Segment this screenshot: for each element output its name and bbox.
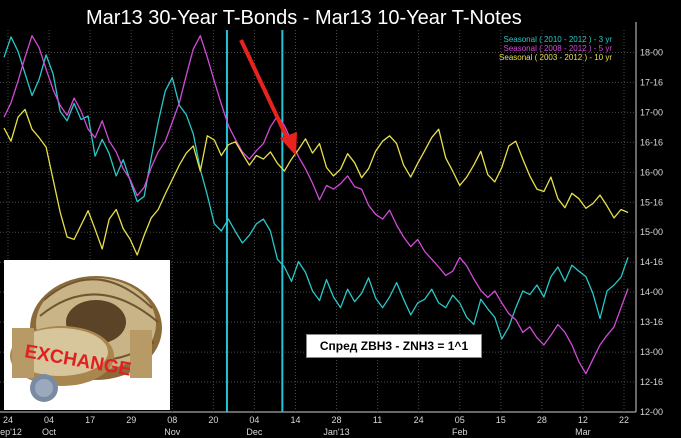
legend-entry-3: Seasonal ( 2003 - 2012 ) - 10 yr (499, 53, 612, 62)
y-tick-label: 12-00 (640, 407, 663, 417)
y-tick-label: 12-16 (640, 377, 663, 387)
arrow-shaft (239, 39, 291, 143)
y-tick-label: 17-16 (640, 77, 663, 87)
y-tick-label: 16-16 (640, 137, 663, 147)
arrow-head (280, 132, 297, 156)
series-lines (3, 35, 629, 375)
x-tick-day-label: 15 (496, 415, 506, 425)
legend-entry-1: Seasonal ( 2010 - 2012 ) - 3 yr (503, 35, 612, 44)
annotation-arrow (239, 39, 297, 156)
x-tick-day-label: 22 (619, 415, 629, 425)
x-tick-day-label: 24 (414, 415, 424, 425)
y-tick-label: 13-00 (640, 347, 663, 357)
x-axis-ticks: 24 Sep'12 04 Oct 17 29 08 Nov 20 04 Dec 14 28 Jan'13 1… (0, 415, 629, 437)
y-tick-label: 18-00 (640, 47, 663, 57)
x-tick-day-label: 12 (578, 415, 588, 425)
x-tick-day-label: 28 (332, 415, 342, 425)
x-tick-day-label: 08 (167, 415, 177, 425)
y-tick-label: 14-16 (640, 257, 663, 267)
x-tick-day-label: 17 (85, 415, 95, 425)
y-tick-label: 15-00 (640, 227, 663, 237)
x-tick-day-label: 05 (455, 415, 465, 425)
series-line-3 (3, 108, 629, 256)
legend-entry-2: Seasonal ( 2008 - 2012 ) - 5 yr (503, 44, 612, 53)
x-tick-day-label: 11 (373, 415, 382, 425)
x-tick-day-label: 29 (126, 415, 136, 425)
x-tick-day-label: 20 (208, 415, 218, 425)
x-tick-day-label: 04 (249, 415, 259, 425)
series-line-2 (3, 35, 629, 375)
y-tick-label: 15-16 (640, 197, 663, 207)
y-axis-ticks: 18-00 17-16 17-00 16-16 16-00 15-16 15-00 14-16… (640, 47, 663, 417)
spread-annotation: Спред ZBH3 - ZNH3 = 1^1 (306, 334, 482, 358)
chart-title: Mar13 30-Year T-Bonds - Mar13 10-Year T-… (86, 7, 522, 29)
x-tick-month-label: Jan'13 (323, 427, 349, 437)
x-tick-month-label: Sep'12 (0, 427, 22, 437)
x-tick-day-label: 28 (537, 415, 547, 425)
x-tick-day-label: 24 (3, 415, 13, 425)
x-tick-month-label: Dec (246, 427, 263, 437)
x-tick-day-label: 14 (290, 415, 300, 425)
x-tick-day-label: 04 (44, 415, 54, 425)
y-tick-label: 17-00 (640, 107, 663, 117)
x-tick-month-label: Feb (452, 427, 468, 437)
y-tick-label: 14-00 (640, 287, 663, 297)
y-tick-label: 16-00 (640, 167, 663, 177)
exchange-logo-image: EXCHANGE (4, 260, 170, 410)
series-line-1 (3, 36, 629, 340)
y-tick-label: 13-16 (640, 317, 663, 327)
legend: Seasonal ( 2010 - 2012 ) - 3 yrSeasonal … (499, 35, 612, 62)
x-tick-month-label: Nov (164, 427, 181, 437)
x-tick-month-label: Oct (42, 427, 57, 437)
x-tick-month-label: Mar (575, 427, 591, 437)
